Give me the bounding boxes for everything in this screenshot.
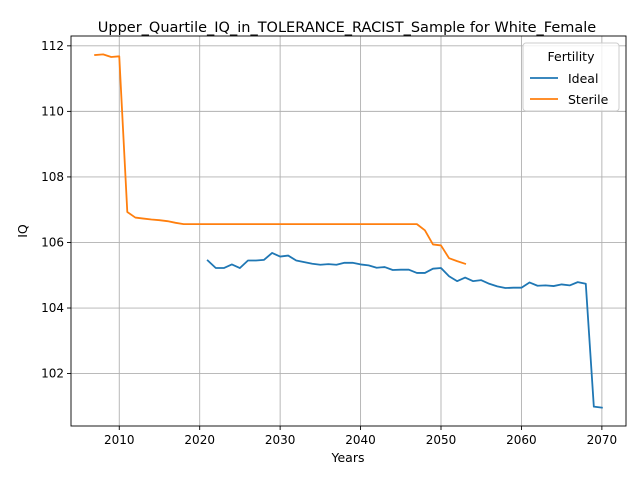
y-tick-label: 110 xyxy=(41,104,64,118)
x-tick-label: 2030 xyxy=(265,433,296,447)
y-axis-label: IQ xyxy=(15,224,30,238)
plot-area-frame xyxy=(70,35,627,427)
legend: Fertility Ideal Sterile xyxy=(522,42,620,112)
y-tick-label: 104 xyxy=(41,301,64,315)
x-tick-label: 2040 xyxy=(345,433,376,447)
y-tick-label: 112 xyxy=(41,39,64,53)
x-tick-label: 2010 xyxy=(104,433,135,447)
legend-title: Fertility xyxy=(548,49,596,64)
chart-title: Upper_Quartile_IQ_in_TOLERANCE_RACIST_Sa… xyxy=(98,20,597,36)
y-tick-label: 102 xyxy=(41,367,64,381)
grid-lines xyxy=(71,36,626,426)
legend-box xyxy=(522,42,620,112)
x-tick-label: 2020 xyxy=(184,433,215,447)
legend-label-ideal: Ideal xyxy=(568,71,598,86)
series-line-ideal xyxy=(206,252,603,409)
y-tick-label: 108 xyxy=(41,170,64,184)
series-line-sterile xyxy=(94,53,467,265)
axis-ticks: 2010 2020 2030 2040 2050 2060 2070 102 104 106 108… xyxy=(41,39,617,447)
legend-label-sterile: Sterile xyxy=(568,92,609,107)
series-lines xyxy=(94,53,603,409)
x-tick-label: 2070 xyxy=(587,433,618,447)
x-tick-label: 2060 xyxy=(506,433,537,447)
y-tick-label: 106 xyxy=(41,235,64,249)
x-tick-label: 2050 xyxy=(426,433,457,447)
x-axis-label: Years xyxy=(331,450,365,465)
